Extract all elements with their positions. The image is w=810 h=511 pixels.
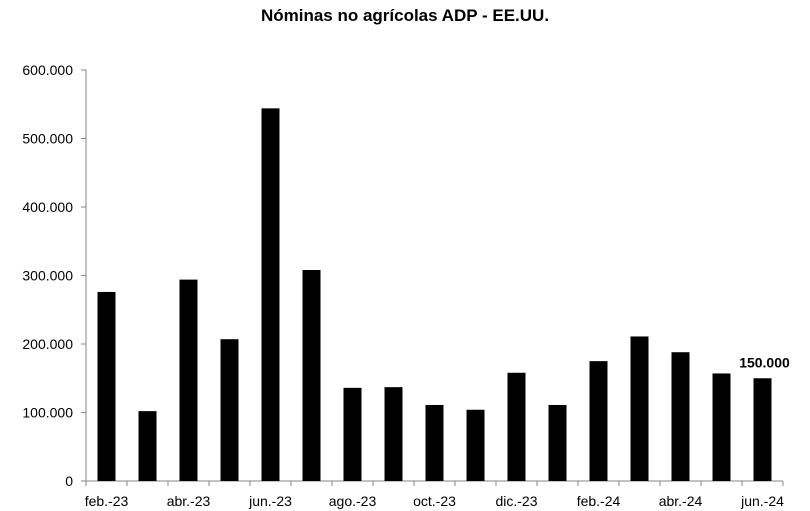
y-tick-label: 0 — [65, 473, 73, 489]
bars — [97, 108, 772, 482]
bar-oct.-23 — [425, 404, 444, 481]
x-tick-label: dic.-23 — [495, 493, 537, 509]
y-tick-label: 400.000 — [22, 199, 73, 215]
bar-mar.-24 — [630, 336, 649, 481]
bar-ene.-24 — [548, 404, 567, 481]
bar-abr.-23 — [179, 279, 198, 481]
bar-feb.-24 — [589, 361, 608, 481]
x-tick-label: feb.-24 — [577, 493, 621, 509]
x-tick-label: oct.-23 — [413, 493, 456, 509]
bar-feb.-23 — [97, 291, 116, 481]
bar-jul.-23 — [302, 270, 321, 481]
bar-nov.-23 — [466, 409, 485, 481]
x-tick-label: jun.-24 — [740, 493, 784, 509]
y-tick-label: 100.000 — [22, 405, 73, 421]
x-tick-label: feb.-23 — [85, 493, 129, 509]
bar-ago.-23 — [343, 387, 362, 481]
y-tick-label: 600.000 — [22, 62, 73, 78]
data-label: 150.000 — [739, 354, 790, 370]
bar-jun.-23 — [261, 108, 280, 482]
x-tick-label: abr.-24 — [659, 493, 703, 509]
bar-abr.-24 — [671, 352, 690, 481]
x-tick-label: abr.-23 — [167, 493, 211, 509]
data-labels: 150.000 — [739, 354, 790, 370]
bar-jun.-24 — [753, 378, 772, 481]
x-axis: feb.-23 abr.-23 jun.-23 ago.-23 oct.-23 dic.-… — [85, 480, 784, 509]
bar-sep.-23 — [384, 387, 403, 481]
bar-mar.-23 — [138, 411, 157, 481]
y-tick-label: 500.000 — [22, 131, 73, 147]
chart-title: Nóminas no agrícolas ADP - EE.UU. — [260, 6, 550, 25]
y-axis: 0 100.000 200.000 300.000 400.000 500.000 600.… — [22, 62, 87, 489]
y-tick-label: 300.000 — [22, 268, 73, 284]
y-tick-label: 200.000 — [22, 336, 73, 352]
bar-may.-23 — [220, 339, 239, 481]
x-tick-label: ago.-23 — [329, 493, 377, 509]
bar-may.-24 — [712, 373, 731, 481]
x-tick-label: jun.-23 — [248, 493, 292, 509]
bar-dic.-23 — [507, 372, 526, 481]
